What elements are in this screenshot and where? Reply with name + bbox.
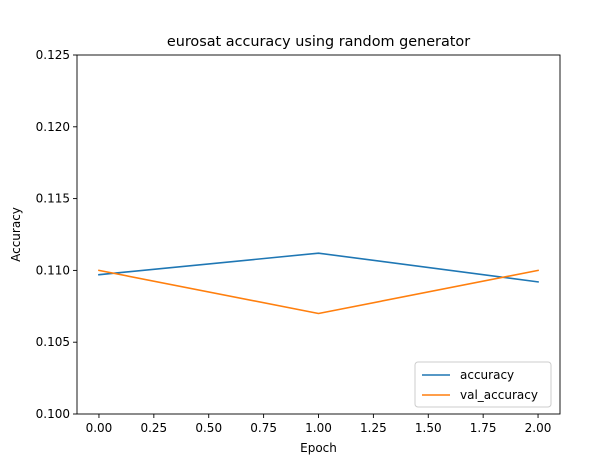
x-tick-label: 1.75	[470, 421, 497, 435]
legend-label-accuracy: accuracy	[460, 368, 514, 382]
series-layer	[98, 252, 539, 315]
legend: accuracy val_accuracy	[414, 361, 552, 408]
x-tick-label: 1.25	[360, 421, 387, 435]
x-tick-label: 0.75	[250, 421, 277, 435]
y-axis-label: Accuracy	[9, 207, 23, 262]
x-tick-label: 0.25	[140, 421, 167, 435]
x-axis-label: Epoch	[300, 441, 337, 455]
y-tick-label: 0.125	[36, 48, 70, 62]
x-tick-label: 1.50	[415, 421, 442, 435]
y-tick-label: 0.105	[36, 335, 70, 349]
chart-title: eurosat accuracy using random generator	[167, 34, 470, 50]
axes-layer: 0.00 0.25 0.50 0.75 1.00 1.25 1.50 1.75 2.00 0.10…	[36, 48, 561, 435]
y-tick-label: 0.120	[36, 120, 70, 134]
x-tick-label: 2.00	[525, 421, 552, 435]
y-tick-label: 0.115	[36, 192, 70, 206]
x-tick-label: 0.50	[195, 421, 222, 435]
x-tick-label: 1.00	[305, 421, 332, 435]
y-tick-label: 0.110	[36, 263, 70, 277]
x-tick-label: 0.00	[86, 421, 113, 435]
legend-label-val_accuracy: val_accuracy	[460, 388, 538, 402]
y-tick-label: 0.100	[36, 407, 70, 421]
